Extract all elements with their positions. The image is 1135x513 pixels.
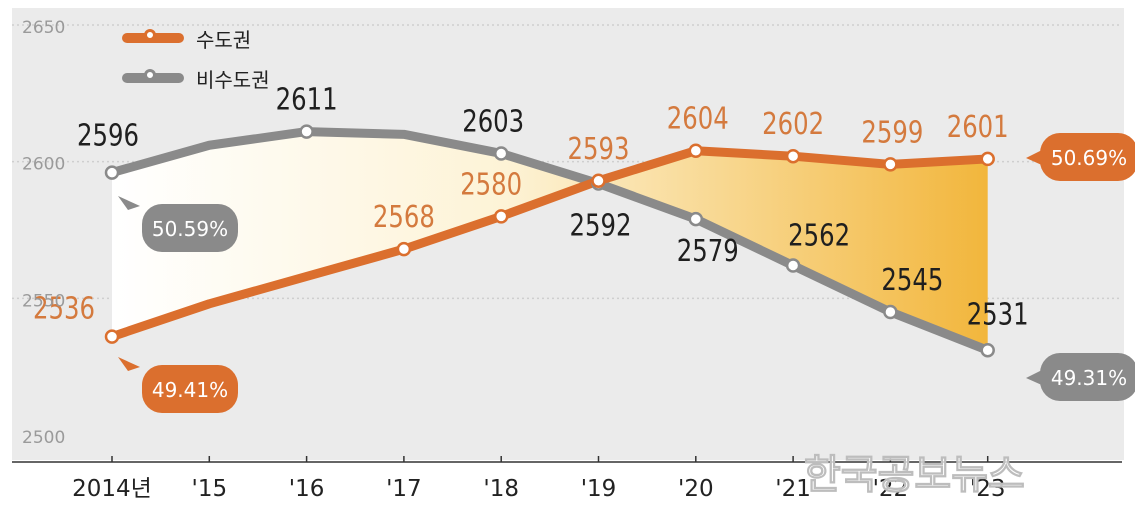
x-tick-label: '18 xyxy=(483,476,519,502)
value-label-capital: 2580 xyxy=(460,167,522,202)
share-callout-bubble xyxy=(1040,353,1135,401)
watermark-text: 한국공보뉴스 xyxy=(804,452,1025,498)
x-tick-label: '23 xyxy=(970,476,1006,502)
data-point-capital xyxy=(980,151,995,167)
x-tick-label: '20 xyxy=(678,476,714,502)
share-callout-text: 49.41% xyxy=(152,378,228,402)
value-label-non-capital: 2596 xyxy=(77,119,139,154)
y-tick-label: 2500 xyxy=(22,428,65,448)
data-point-capital xyxy=(883,157,898,172)
value-label-non-capital: 2592 xyxy=(570,209,632,244)
legend-label-capital: 수도권 xyxy=(196,27,252,52)
y-tick-label: 2550 xyxy=(22,291,65,311)
value-label-capital: 2536 xyxy=(33,292,95,327)
gap-fill-area xyxy=(112,131,988,351)
callout-tail xyxy=(1026,370,1044,386)
share-callout-bubble xyxy=(142,204,238,252)
y-tick-label: 2600 xyxy=(22,155,65,175)
value-label-capital: 2568 xyxy=(373,200,435,235)
data-point-capital xyxy=(591,173,606,189)
data-point-capital xyxy=(785,148,801,164)
share-callout-bubble xyxy=(142,365,238,413)
x-tick-label: '16 xyxy=(289,476,325,502)
legend: 수도권 비수도권 xyxy=(122,18,270,98)
x-tick-label: '22 xyxy=(873,476,909,502)
value-label-capital: 2593 xyxy=(568,132,630,167)
y-tick-label: 2650 xyxy=(22,18,65,38)
x-tick-label: '19 xyxy=(581,476,617,502)
value-label-non-capital: 2531 xyxy=(967,297,1029,332)
legend-label-non-capital: 비수도권 xyxy=(196,67,270,92)
share-callout-bubble xyxy=(1040,133,1135,181)
value-label-capital: 2604 xyxy=(667,102,729,137)
data-point-non-capital xyxy=(688,211,704,227)
data-point-capital xyxy=(104,329,120,344)
value-label-non-capital: 2603 xyxy=(462,104,524,139)
value-label-non-capital: 2545 xyxy=(881,263,943,298)
x-tick-label: '17 xyxy=(386,476,422,502)
series-line-capital xyxy=(107,146,993,342)
data-point-non-capital xyxy=(980,343,995,358)
x-tick-label: '21 xyxy=(775,476,811,502)
data-point-non-capital xyxy=(299,124,314,139)
legend-swatch-capital xyxy=(122,29,184,43)
share-callout-text: 49.31% xyxy=(1051,366,1127,390)
callout-tail xyxy=(1026,150,1044,166)
data-point-capital xyxy=(493,209,509,224)
data-point-non-capital xyxy=(785,258,801,273)
legend-item-non-capital: 비수도권 xyxy=(122,58,270,98)
data-point-capital xyxy=(396,241,412,257)
legend-item-capital: 수도권 xyxy=(122,18,270,58)
data-point-non-capital xyxy=(493,146,509,161)
share-callout-text: 50.69% xyxy=(1051,146,1127,170)
callout-tail xyxy=(118,357,140,371)
value-label-capital: 2601 xyxy=(947,110,1009,145)
value-label-non-capital: 2579 xyxy=(677,234,739,269)
x-tick-label: '15 xyxy=(192,476,228,502)
data-point-capital xyxy=(688,143,704,158)
series-line-non-capital xyxy=(107,127,993,355)
value-label-non-capital: 2562 xyxy=(788,219,850,254)
value-label-capital: 2602 xyxy=(762,107,824,142)
legend-swatch-non-capital xyxy=(122,69,184,83)
value-label-capital: 2599 xyxy=(861,115,923,150)
x-tick-label: 2014년 xyxy=(72,476,152,502)
share-callout-text: 50.59% xyxy=(152,217,228,241)
value-label-non-capital: 2611 xyxy=(276,83,338,118)
data-point-non-capital xyxy=(104,165,120,180)
callout-tail xyxy=(118,196,140,210)
data-point-non-capital xyxy=(883,304,898,320)
